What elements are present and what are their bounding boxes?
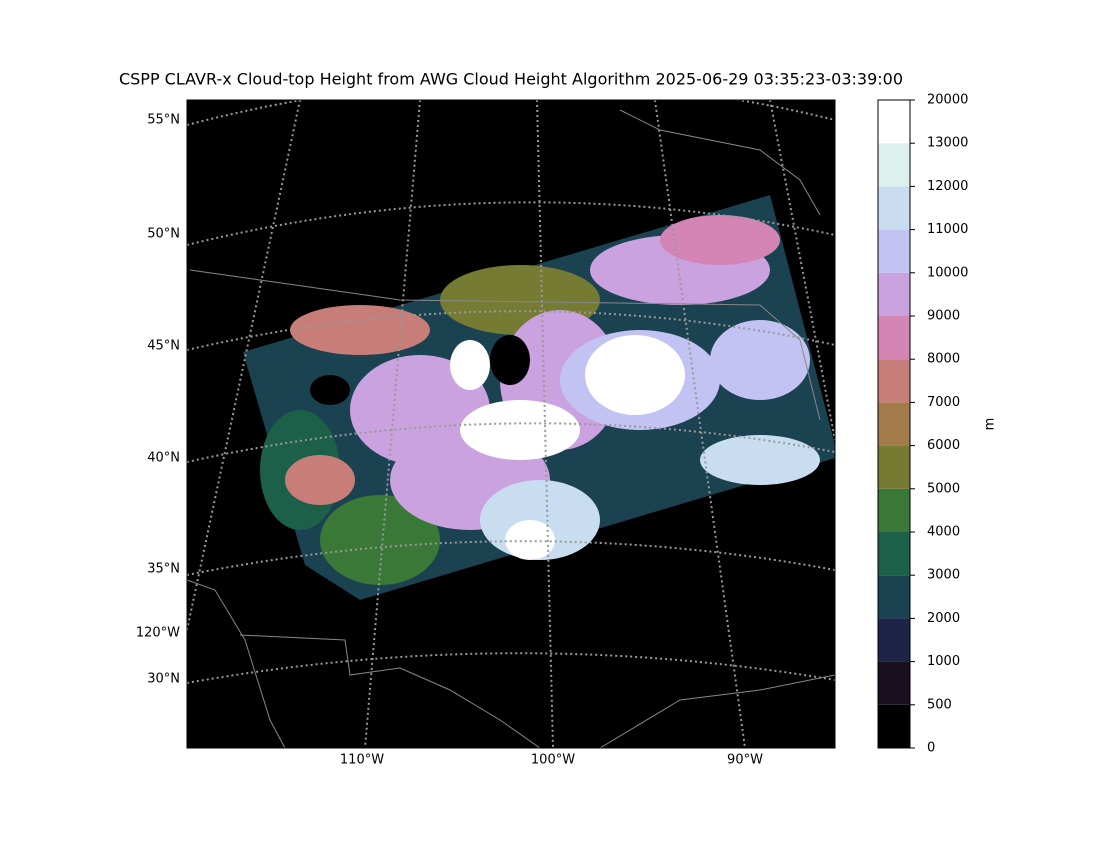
colorbar-segment	[878, 532, 910, 576]
lat-label: 50°N	[147, 227, 180, 242]
colorbar-tick-label: 4000	[927, 525, 960, 540]
colorbar-segment	[878, 618, 910, 662]
colorbar-tick-label: 13000	[927, 136, 968, 151]
colorbar-segment	[878, 229, 910, 273]
colorbar-frame	[877, 99, 911, 749]
lat-labels: 55°N 50°N 45°N 40°N 35°N 120°W 30°N	[136, 113, 180, 687]
coastlines	[187, 109, 835, 748]
colorbar: 0 500 1000 2000 3000 4000 5000 6000 7000 8000 9000…	[877, 93, 968, 756]
colorbar-segment	[878, 402, 910, 446]
lon-label: 90°W	[727, 753, 763, 768]
colorbar-segment	[878, 661, 910, 705]
clouds	[260, 215, 820, 585]
map	[187, 100, 835, 748]
title: CSPP CLAVR-x Cloud-top Height from AWG C…	[119, 70, 903, 89]
lon-label: 100°W	[531, 753, 575, 768]
lat-label: 45°N	[147, 339, 180, 354]
colorbar-segment	[878, 186, 910, 230]
graticule	[187, 100, 835, 748]
colorbar-tick-label: 3000	[927, 568, 960, 583]
lat-label: 30°N	[147, 672, 180, 687]
colorbar-tick-label: 2000	[927, 611, 960, 626]
lat-label: 40°N	[147, 451, 180, 466]
colorbar-tick-label: 9000	[927, 309, 960, 324]
colorbar-segment	[878, 272, 910, 316]
colorbar-segment	[878, 100, 910, 144]
lon-labels: 110°W 100°W 90°W	[340, 753, 763, 768]
colorbar-tick-label: 7000	[927, 395, 960, 410]
lat-label: 55°N	[147, 113, 180, 128]
colorbar-tick-label: 11000	[927, 222, 968, 237]
map-frame	[186, 99, 836, 749]
colorbar-tick-label: 1000	[927, 654, 960, 669]
colorbar-segment	[878, 359, 910, 403]
colorbar-segment	[878, 143, 910, 187]
colorbar-tick-label: 0	[927, 741, 935, 756]
lon-label: 120°W	[136, 626, 180, 641]
colorbar-segment	[878, 488, 910, 532]
lon-label: 110°W	[340, 753, 384, 768]
colorbar-tick-label: 500	[927, 697, 952, 712]
lat-label: 35°N	[147, 562, 180, 577]
colorbar-segment	[878, 445, 910, 489]
colorbar-tick-label: 6000	[927, 438, 960, 453]
colorbar-segment	[878, 316, 910, 360]
colorbar-tick-label: 5000	[927, 481, 960, 496]
colorbar-tick-label: 20000	[927, 93, 968, 108]
colorbar-segment	[878, 704, 910, 748]
colorbar-segment	[878, 575, 910, 619]
colorbar-tick-label: 8000	[927, 352, 960, 367]
colorbar-label: m	[983, 418, 998, 431]
colorbar-tick-label: 12000	[927, 179, 968, 194]
colorbar-tick-label: 10000	[927, 265, 968, 280]
